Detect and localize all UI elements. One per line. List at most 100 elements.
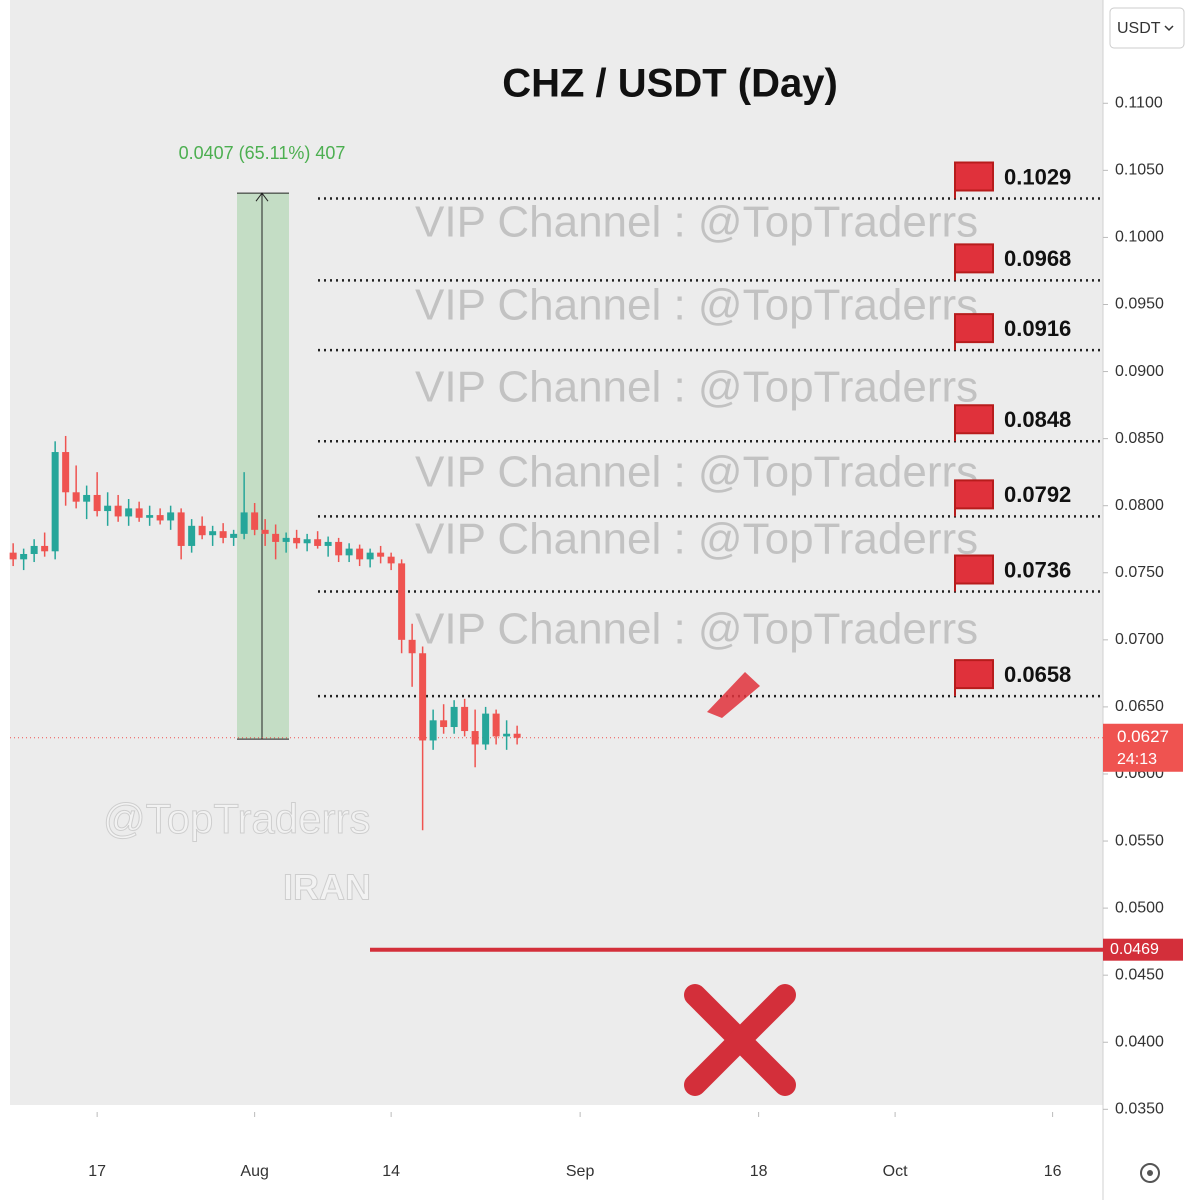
- y-tick-label: 0.0900: [1115, 363, 1164, 380]
- currency-button[interactable]: USDT: [1109, 7, 1185, 49]
- candle-body: [83, 494, 91, 502]
- target-label: 0.1029: [1004, 164, 1071, 189]
- candle-body: [429, 720, 437, 741]
- candle-body: [293, 537, 301, 544]
- watermark-handle: @TopTraderrs: [103, 795, 370, 842]
- gear[interactable]: [1140, 1163, 1160, 1183]
- candle-body: [303, 539, 311, 544]
- countdown-label: 24:13: [1117, 751, 1157, 768]
- candle-body: [261, 529, 269, 534]
- x-tick-label: 16: [1044, 1163, 1062, 1180]
- target-label: 0.0916: [1004, 316, 1071, 341]
- candle-body: [356, 548, 364, 560]
- watermark: VIP Channel : @TopTraderrs: [415, 515, 978, 564]
- y-tick-label: 0.1000: [1115, 229, 1164, 246]
- candle-body: [240, 512, 248, 534]
- target-label: 0.0968: [1004, 246, 1071, 271]
- flag-icon: [954, 161, 994, 199]
- candle-body: [177, 512, 185, 546]
- last-price-label: 0.0627: [1117, 727, 1169, 746]
- flag-icon: [954, 554, 994, 592]
- chart-title: CHZ / USDT (Day): [502, 62, 838, 106]
- y-tick-label: 0.0950: [1115, 296, 1164, 313]
- chevron[interactable]: [1164, 25, 1174, 32]
- flag-marker: [707, 672, 760, 718]
- y-tick-label: 0.0800: [1115, 497, 1164, 514]
- candle-body: [93, 494, 101, 512]
- flag-icon: [954, 479, 994, 517]
- candle-body: [30, 545, 38, 554]
- candle-body: [377, 552, 385, 557]
- candle-body: [419, 653, 427, 741]
- x-tick-label: Aug: [240, 1163, 268, 1180]
- stop-label-box: [1103, 938, 1183, 961]
- candle-body: [230, 533, 238, 538]
- y-tick-label: 0.0450: [1115, 966, 1164, 983]
- candle-body: [198, 525, 206, 536]
- candle-body: [471, 731, 479, 745]
- y-tick-label: 0.0350: [1115, 1101, 1164, 1118]
- x-tick-label: 18: [750, 1163, 768, 1180]
- watermark: VIP Channel : @TopTraderrs: [415, 198, 978, 247]
- flag-icon: [954, 313, 994, 351]
- candle-body: [503, 733, 511, 737]
- candle-body: [9, 552, 17, 560]
- x-tick-label: 14: [382, 1163, 400, 1180]
- settings-icon[interactable]: [1140, 1163, 1160, 1183]
- candle-body: [72, 492, 80, 502]
- candle-body: [387, 556, 395, 564]
- y-tick-label: 0.0650: [1115, 698, 1164, 715]
- candle-body: [219, 531, 227, 538]
- candle-body: [324, 541, 332, 546]
- candle-body: [20, 553, 28, 560]
- candle-body: [314, 539, 322, 546]
- watermark: VIP Channel : @TopTraderrs: [415, 605, 978, 654]
- watermark: VIP Channel : @TopTraderrs: [415, 448, 978, 497]
- candle-body: [104, 505, 112, 512]
- target-label: 0.0792: [1004, 482, 1071, 507]
- y-tick-label: 0.0750: [1115, 564, 1164, 581]
- measure-label: 0.0407 (65.11%) 407: [179, 143, 346, 163]
- candle-body: [125, 508, 133, 517]
- candle-body: [41, 545, 49, 552]
- watermark: VIP Channel : @TopTraderrs: [415, 363, 978, 412]
- stop-label: 0.0469: [1110, 941, 1159, 958]
- candle-body: [482, 713, 490, 745]
- candle-body: [135, 508, 143, 518]
- y-tick-label: 0.1050: [1115, 162, 1164, 179]
- candle-body: [461, 706, 469, 732]
- y-tick-label: 0.0700: [1115, 631, 1164, 648]
- flag-icon: [954, 243, 994, 281]
- candle-body: [146, 515, 154, 518]
- flag-icon: [954, 404, 994, 442]
- candle-body: [440, 720, 448, 728]
- candle-body: [188, 525, 196, 546]
- candle-body: [398, 563, 406, 640]
- candle-body: [51, 452, 59, 552]
- candle-body: [251, 512, 259, 530]
- candle-body: [114, 505, 122, 517]
- candle-body: [156, 515, 164, 521]
- target-label: 0.0736: [1004, 557, 1071, 582]
- flag-icon: [954, 659, 994, 697]
- candle-body: [167, 512, 175, 521]
- currency-label[interactable]: USDT: [1117, 20, 1161, 37]
- x-tick-label: Sep: [566, 1163, 595, 1180]
- candle-body: [282, 537, 290, 542]
- y-tick-label: 0.0500: [1115, 899, 1164, 916]
- x-tick-label: 17: [88, 1163, 106, 1180]
- button-frame[interactable]: [1109, 7, 1185, 49]
- watermark-country: IRAN: [283, 867, 371, 908]
- watermark: VIP Channel : @TopTraderrs: [415, 281, 978, 330]
- gear-center[interactable]: [1147, 1170, 1153, 1176]
- candle-body: [366, 552, 374, 560]
- cross-stroke: [684, 984, 796, 1096]
- candle-body: [335, 541, 343, 556]
- target-label: 0.0848: [1004, 407, 1071, 432]
- candle-body: [513, 733, 521, 738]
- measure-box: [237, 193, 289, 740]
- candle-body: [272, 533, 280, 542]
- y-tick-label: 0.0550: [1115, 832, 1164, 849]
